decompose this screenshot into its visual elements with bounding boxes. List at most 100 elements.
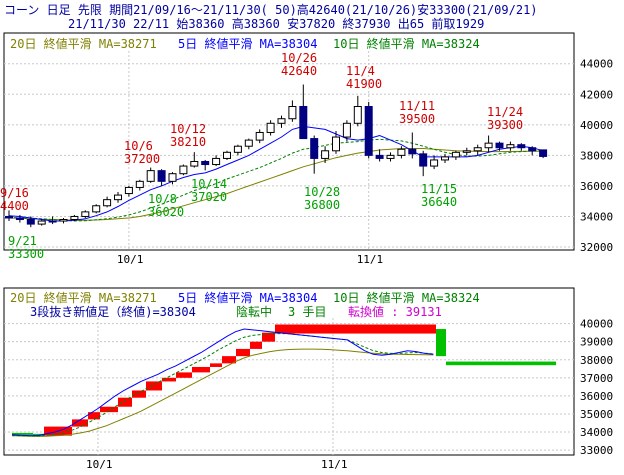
- ma5-line: [8, 125, 544, 222]
- top-moving-averages: [8, 125, 544, 222]
- annotation-date: 10/14: [191, 177, 227, 191]
- candle-body: [386, 154, 395, 159]
- candle-body: [244, 139, 253, 147]
- brick-up: [210, 363, 222, 367]
- brick-up: [176, 372, 192, 378]
- annotation-date: 9/16: [0, 186, 29, 200]
- trend-status: 陰転中: [236, 304, 272, 319]
- top-legend-ma10: 10日 終値平滑 MA=38324: [333, 36, 480, 51]
- top-y-tick-label: 42000: [580, 88, 613, 101]
- annotation-value: 36020: [148, 205, 184, 219]
- annotation-value: 36800: [304, 198, 340, 212]
- candle-body: [70, 215, 79, 221]
- candle-body: [517, 144, 526, 149]
- annotation-date: 10/26: [281, 51, 317, 65]
- header-ohlc-line: 21/11/30 22/11 始38360 高38360 安37820 終379…: [68, 17, 485, 31]
- annotation-date: 11/24: [487, 105, 523, 119]
- candle-body: [277, 118, 286, 124]
- candle-body: [506, 144, 515, 149]
- brick-up: [222, 356, 236, 364]
- candle-body: [528, 147, 537, 152]
- bottom-plot-frame: [3, 287, 575, 456]
- candle-body: [146, 170, 155, 182]
- bottom-x-axis: 10/1 11/1: [86, 458, 348, 471]
- candle-body: [223, 151, 231, 159]
- candle-body: [59, 219, 68, 222]
- top-y-tick-label: 44000: [580, 58, 613, 71]
- brick-up: [162, 377, 176, 382]
- candle-body: [484, 142, 493, 149]
- bottom-y-tick-label: 40000: [580, 318, 613, 331]
- reversal-value: 転換値 : 39131: [348, 304, 442, 319]
- bottom-moving-averages: [11, 328, 434, 437]
- top-y-tick-label: 36000: [580, 180, 613, 193]
- candle-body: [26, 219, 35, 225]
- candle-body: [37, 220, 46, 225]
- bottom-ma20-line: [11, 348, 434, 437]
- top-y-tick-label: 40000: [580, 119, 613, 132]
- top-y-axis: 44000 42000 40000 38000 36000 34000 32000: [580, 58, 613, 254]
- brick-down: [446, 361, 556, 366]
- candle-body: [299, 106, 308, 140]
- candle-body: [124, 186, 133, 195]
- ma20-line: [8, 148, 544, 221]
- top-legend-ma20: 20日 終値平滑 MA=38271: [10, 36, 157, 51]
- candle-body: [157, 170, 166, 182]
- candle-body: [539, 149, 548, 157]
- bottom-y-tick-label: 34000: [580, 426, 613, 439]
- brick-up: [250, 341, 262, 349]
- candle-body: [48, 220, 57, 223]
- brick-down: [436, 329, 446, 357]
- top-x-tick-label: 11/1: [357, 253, 384, 266]
- step-count: 3 手目: [288, 305, 326, 319]
- annotation-value: 38210: [170, 135, 206, 149]
- candle-body: [375, 154, 384, 159]
- annotation-value: 37020: [191, 190, 227, 204]
- annotation-date: 9/21: [8, 234, 37, 248]
- candle-body: [364, 106, 373, 156]
- candle-body: [233, 145, 242, 153]
- annotation-date: 10/12: [170, 122, 206, 136]
- brick-up: [72, 419, 88, 427]
- candle-body: [408, 148, 417, 155]
- annotation-date: 11/4: [346, 64, 375, 78]
- candle-body: [441, 156, 449, 161]
- candle-body: [179, 165, 188, 175]
- candle-body: [81, 211, 90, 217]
- annotation-date: 10/8: [148, 192, 177, 206]
- annotation-value: 41900: [346, 77, 382, 91]
- bottom-legend-ma5: 5日 終値平滑 MA=38304: [178, 290, 317, 305]
- brick-up: [275, 324, 436, 334]
- candle-body: [342, 122, 351, 138]
- candle-body: [462, 150, 471, 153]
- annotation-date: 11/15: [421, 182, 457, 196]
- candle-body: [310, 138, 319, 159]
- candle-body: [190, 160, 199, 167]
- bottom-legend-ma20: 20日 終値平滑 MA=38271: [10, 290, 157, 305]
- candle-body: [419, 153, 428, 167]
- annotation-value: 42640: [281, 64, 317, 78]
- annotation-date: 11/11: [399, 99, 435, 113]
- brick-up: [236, 348, 250, 357]
- candle-body: [353, 106, 362, 124]
- annotation-value: 39500: [399, 112, 435, 126]
- candle-body: [266, 122, 275, 133]
- candle-body: [451, 151, 460, 158]
- candle-body: [332, 136, 340, 152]
- top-grid: [4, 51, 574, 250]
- three-line-break-title: 3段抜き新値足（終値)=38304: [30, 304, 196, 319]
- annotation-date: 10/28: [304, 185, 340, 199]
- candle-body: [201, 160, 210, 166]
- top-y-tick-label: 32000: [580, 241, 613, 254]
- brick-up: [118, 397, 132, 407]
- bottom-y-tick-label: 37000: [580, 372, 613, 385]
- candle-body: [288, 106, 297, 120]
- brick-up: [132, 390, 146, 398]
- candle-body: [495, 142, 504, 149]
- top-legend-ma5: 5日 終値平滑 MA=38304: [178, 36, 317, 51]
- candle-body: [321, 150, 330, 159]
- candle-body: [135, 180, 144, 188]
- bottom-x-tick-label: 10/1: [86, 458, 113, 471]
- top-y-tick-label: 38000: [580, 149, 613, 162]
